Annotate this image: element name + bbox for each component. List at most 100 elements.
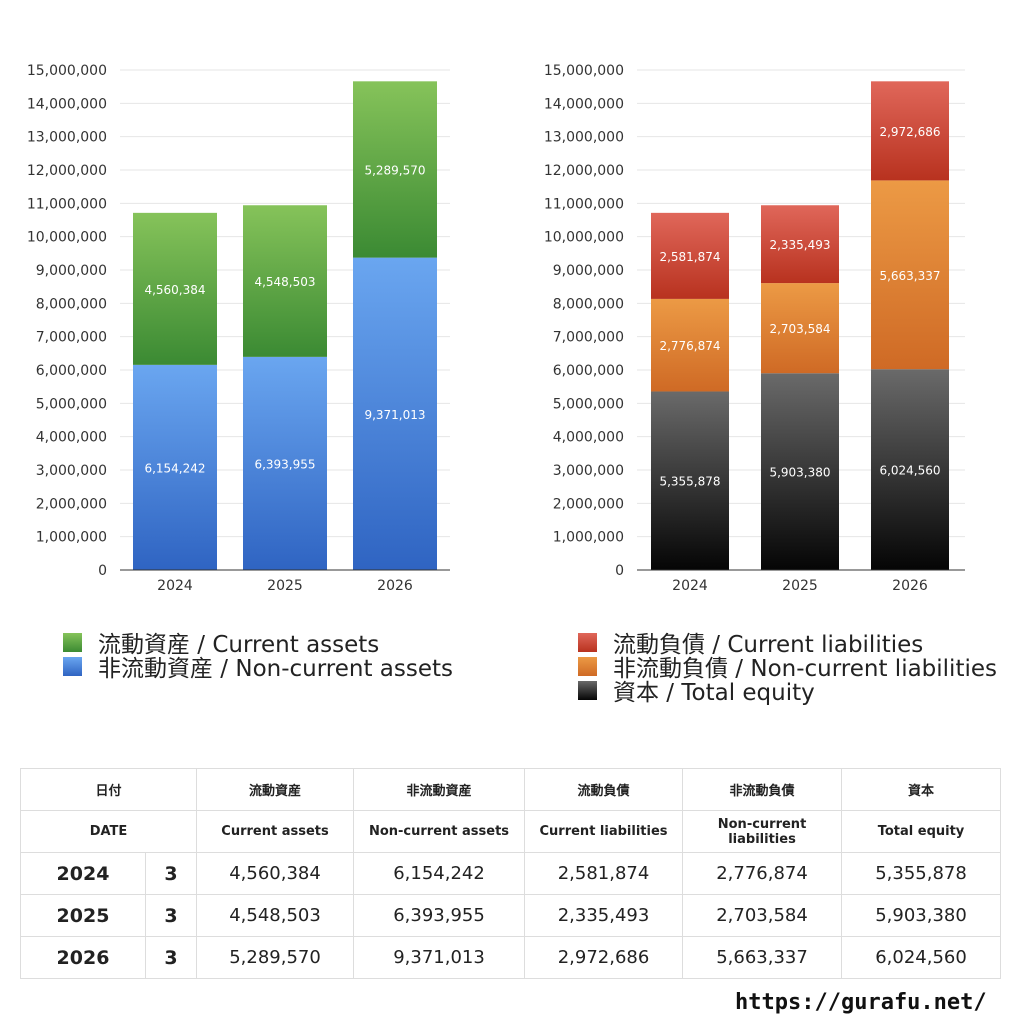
legend-swatch: [63, 656, 82, 676]
table-cell: 6,024,560: [841, 936, 1002, 979]
table-cell: 5,355,878: [841, 852, 1002, 895]
y-tick-label: 7,000,000: [553, 330, 624, 346]
data-label: 9,371,013: [364, 408, 425, 422]
x-tick-label: 2024: [157, 578, 193, 594]
liabilities-equity-chart: 0 1,000,000 2,000,000 3,000,000 4,000,000 5,0…: [544, 63, 965, 594]
x-tick-label: 2024: [672, 578, 708, 594]
table-header-jp: 日付 流動資産 非流動資産 流動負債 非流動負債 資本: [19, 768, 1002, 811]
legend-item-current-liabilities: 流動負債 / Current liabilities: [578, 630, 997, 658]
y-tick-label: 14,000,000: [544, 96, 624, 112]
y-tick-label: 13,000,000: [27, 130, 107, 146]
bar-segment: [651, 391, 729, 570]
table-cell: 6,393,955: [353, 894, 526, 937]
y-tick-label: 12,000,000: [27, 163, 107, 179]
y-tick-label: 11,000,000: [544, 196, 624, 212]
table-cell: 2,335,493: [524, 894, 684, 937]
table-cell: 5,289,570: [196, 936, 355, 979]
bar-segment: [353, 81, 437, 258]
data-label: 5,663,337: [879, 269, 940, 283]
bar-segment: [133, 212, 217, 365]
legend-item-non-current-liabilities: 非流動負債 / Non-current liabilities: [578, 654, 997, 682]
data-label: 2,776,874: [659, 339, 720, 353]
bar-segment: [871, 369, 949, 570]
data-label: 6,024,560: [879, 464, 940, 478]
table-count-cell: 3: [144, 894, 198, 937]
bar-segment: [133, 364, 217, 570]
table-year-cell: 2024: [20, 852, 146, 895]
data-table: 日付 流動資産 非流動資産 流動負債 非流動負債 資本 DATE Current…: [19, 768, 1002, 979]
y-tick-label: 9,000,000: [553, 263, 624, 279]
bar-segment: [243, 356, 327, 570]
table-header-cell: DATE: [19, 810, 198, 853]
site-url: https://gurafu.net/: [735, 990, 987, 1015]
x-tick-label: 2026: [892, 578, 928, 594]
y-tick-label: 1,000,000: [36, 530, 107, 546]
y-tick-label: 2,000,000: [36, 496, 107, 512]
table-year-cell: 2025: [20, 894, 146, 937]
table-header-cell: Non-current liabilities: [682, 810, 843, 853]
legend-label: 流動負債 / Current liabilities: [613, 632, 924, 658]
table-cell: 2,776,874: [682, 852, 843, 895]
bar-segment: [243, 205, 327, 357]
legend-swatch: [578, 632, 597, 652]
data-label: 6,393,955: [254, 457, 315, 471]
y-tick-label: 15,000,000: [27, 63, 107, 79]
bar-segment: [761, 373, 839, 570]
table-header-cell: Current liabilities: [524, 810, 684, 853]
legend-swatch: [578, 680, 597, 700]
table-cell: 4,560,384: [196, 852, 355, 895]
y-tick-label: 8,000,000: [36, 296, 107, 312]
data-label: 4,560,384: [144, 283, 205, 297]
bar-segment: [761, 205, 839, 284]
assets-chart: 0 1,000,000 2,000,000 3,000,000 4,000,000 5,0…: [27, 63, 450, 594]
table-header-cell: Current assets: [196, 810, 355, 853]
y-tick-label: 7,000,000: [36, 330, 107, 346]
table-header-cell: 非流動負債: [682, 768, 843, 811]
data-label: 5,355,878: [659, 475, 720, 489]
y-tick-label: 0: [98, 563, 107, 579]
table-cell: 9,371,013: [353, 936, 526, 979]
y-tick-label: 6,000,000: [36, 363, 107, 379]
table-cell: 2,581,874: [524, 852, 684, 895]
data-label: 4,548,503: [254, 275, 315, 289]
table-header-cell: 流動負債: [524, 768, 684, 811]
legend-label: 非流動負債 / Non-current liabilities: [613, 656, 997, 682]
y-tick-label: 3,000,000: [36, 463, 107, 479]
y-tick-label: 2,000,000: [553, 496, 624, 512]
table-row: 2026 3 5,289,570 9,371,013 2,972,686 5,6…: [20, 936, 1002, 979]
legend-swatch: [63, 632, 82, 652]
table-count-cell: 3: [144, 936, 198, 979]
table-header-cell: 資本: [841, 768, 1002, 811]
y-tick-label: 5,000,000: [36, 396, 107, 412]
table-header-cell: Non-current assets: [353, 810, 526, 853]
table-cell: 5,663,337: [682, 936, 843, 979]
y-tick-label: 15,000,000: [544, 63, 624, 79]
x-tick-label: 2025: [782, 578, 818, 594]
data-label: 5,903,380: [769, 466, 830, 480]
legend-label: 資本 / Total equity: [613, 680, 815, 706]
table-cell: 4,548,503: [196, 894, 355, 937]
y-tick-label: 8,000,000: [553, 296, 624, 312]
table-cell: 5,903,380: [841, 894, 1002, 937]
table-header-cell: Total equity: [841, 810, 1002, 853]
table-header-cell: 非流動資産: [353, 768, 526, 811]
legend-label: 流動資産 / Current assets: [98, 632, 380, 658]
table-year-cell: 2026: [20, 936, 146, 979]
y-tick-label: 10,000,000: [27, 230, 107, 246]
x-tick-label: 2026: [377, 578, 413, 594]
table-count-cell: 3: [144, 852, 198, 895]
charts-area: 0 1,000,000 2,000,000 3,000,000 4,000,000 5,0…: [27, 63, 965, 594]
y-tick-label: 0: [615, 563, 624, 579]
bar-segment: [651, 212, 729, 299]
table-cell: 6,154,242: [353, 852, 526, 895]
legend-item-current-assets: 流動資産 / Current assets: [63, 630, 453, 658]
table-header-en: DATE Current assets Non-current assets C…: [19, 810, 1002, 853]
y-tick-label: 4,000,000: [553, 430, 624, 446]
table-header-cell: 日付: [19, 768, 198, 811]
data-label: 2,972,686: [879, 125, 940, 139]
liabilities-legend: 流動負債 / Current liabilities 非流動負債 / Non-c…: [578, 630, 997, 706]
table-header-cell: 流動資産: [196, 768, 355, 811]
bar-segment: [871, 180, 949, 370]
table-row: 2024 3 4,560,384 6,154,242 2,581,874 2,7…: [20, 852, 1002, 895]
data-label: 2,703,584: [769, 322, 830, 336]
